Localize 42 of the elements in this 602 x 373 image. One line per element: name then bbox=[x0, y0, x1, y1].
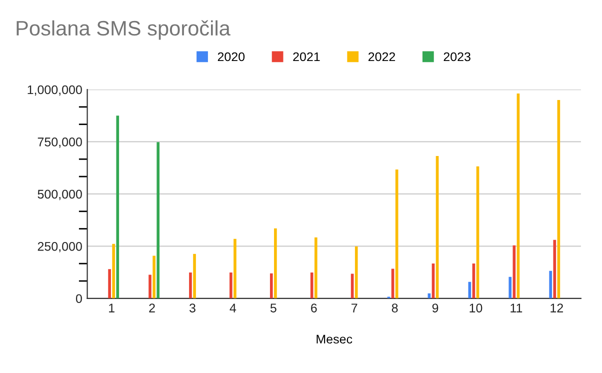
legend-label: 2023 bbox=[444, 52, 470, 62]
bar bbox=[189, 272, 192, 298]
x-tick-label: 11 bbox=[510, 304, 522, 312]
bar bbox=[156, 142, 160, 298]
x-tick-label: 6 bbox=[311, 304, 317, 312]
bar bbox=[314, 237, 318, 298]
y-tick-label: 1,000,000 bbox=[28, 85, 82, 96]
legend-label: 2021 bbox=[293, 52, 320, 62]
x-tick-label: 3 bbox=[189, 304, 196, 312]
chart-title: Poslana SMS sporočila bbox=[16, 20, 230, 40]
bar bbox=[193, 254, 196, 298]
x-tick-label: 10 bbox=[470, 304, 482, 312]
bar bbox=[148, 274, 152, 298]
x-tick-label: 12 bbox=[550, 304, 563, 312]
x-tick-label: 5 bbox=[270, 304, 276, 312]
x-tick-label: 9 bbox=[432, 304, 438, 312]
bar bbox=[230, 272, 232, 298]
bar bbox=[549, 270, 552, 298]
y-tick-label: 750,000 bbox=[38, 138, 82, 148]
legend-label: 2022 bbox=[368, 52, 396, 62]
bar bbox=[553, 240, 556, 298]
legend-label: 2020 bbox=[218, 52, 245, 62]
x-tick-label: 2 bbox=[149, 304, 155, 312]
bar bbox=[354, 246, 358, 298]
x-axis-title: Mesec bbox=[316, 334, 352, 344]
bar bbox=[310, 272, 314, 298]
x-tick-label: 8 bbox=[392, 304, 398, 312]
bar bbox=[468, 282, 472, 298]
bar bbox=[112, 244, 116, 298]
bar bbox=[108, 269, 111, 298]
bar bbox=[270, 273, 273, 298]
x-tick-label: 1 bbox=[109, 304, 114, 312]
y-tick-label: 500,000 bbox=[38, 190, 82, 200]
bar bbox=[274, 228, 277, 298]
y-tick-label: 0 bbox=[76, 294, 82, 304]
bar bbox=[152, 256, 156, 298]
y-tick-label: 250,000 bbox=[38, 242, 82, 252]
x-tick-label: 4 bbox=[230, 304, 236, 312]
bar bbox=[234, 238, 236, 298]
bar bbox=[508, 276, 512, 298]
x-tick-label: 7 bbox=[352, 304, 358, 312]
bar bbox=[116, 116, 120, 298]
